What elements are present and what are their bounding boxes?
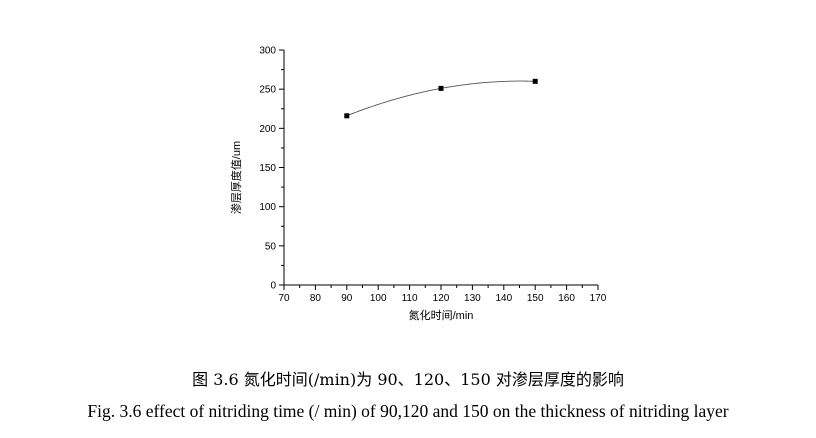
x-tick-label: 140 <box>495 293 512 304</box>
x-axis-title: 氮化时间/min <box>409 308 474 322</box>
y-tick-label: 200 <box>259 124 276 135</box>
y-axis-title: 渗层厚度值/um <box>229 141 243 214</box>
x-tick-label: 160 <box>558 293 575 304</box>
y-tick-label: 50 <box>265 241 277 252</box>
x-tick-label: 130 <box>464 293 481 304</box>
x-tick-label: 170 <box>590 293 607 304</box>
y-tick-label: 150 <box>259 163 276 174</box>
x-tick-label: 150 <box>527 293 544 304</box>
y-tick-label: 0 <box>270 281 276 292</box>
chart: 70 80 90 100 110 120 130 140 150 160 170 0 50 100 150 2… <box>229 46 607 323</box>
y-tick-label: 100 <box>259 202 276 213</box>
data-point <box>532 78 538 84</box>
x-tick-label: 90 <box>341 293 353 304</box>
x-tick-label: 70 <box>278 293 290 304</box>
figure-caption-chinese: 图 3.6 氮化时间(/min)为 90、120、150 对渗层厚度的影响 <box>192 370 624 389</box>
x-tick-label: 120 <box>433 293 450 304</box>
x-tick-label: 110 <box>402 293 418 304</box>
y-tick-label: 300 <box>259 46 276 57</box>
figure-caption-english: Fig. 3.6 effect of nitriding time (/ min… <box>87 401 729 421</box>
x-tick-label: 100 <box>370 293 387 304</box>
data-point <box>438 85 444 91</box>
x-tick-label: 80 <box>310 293 322 304</box>
data-point <box>344 113 350 119</box>
y-tick-label: 250 <box>259 85 276 96</box>
